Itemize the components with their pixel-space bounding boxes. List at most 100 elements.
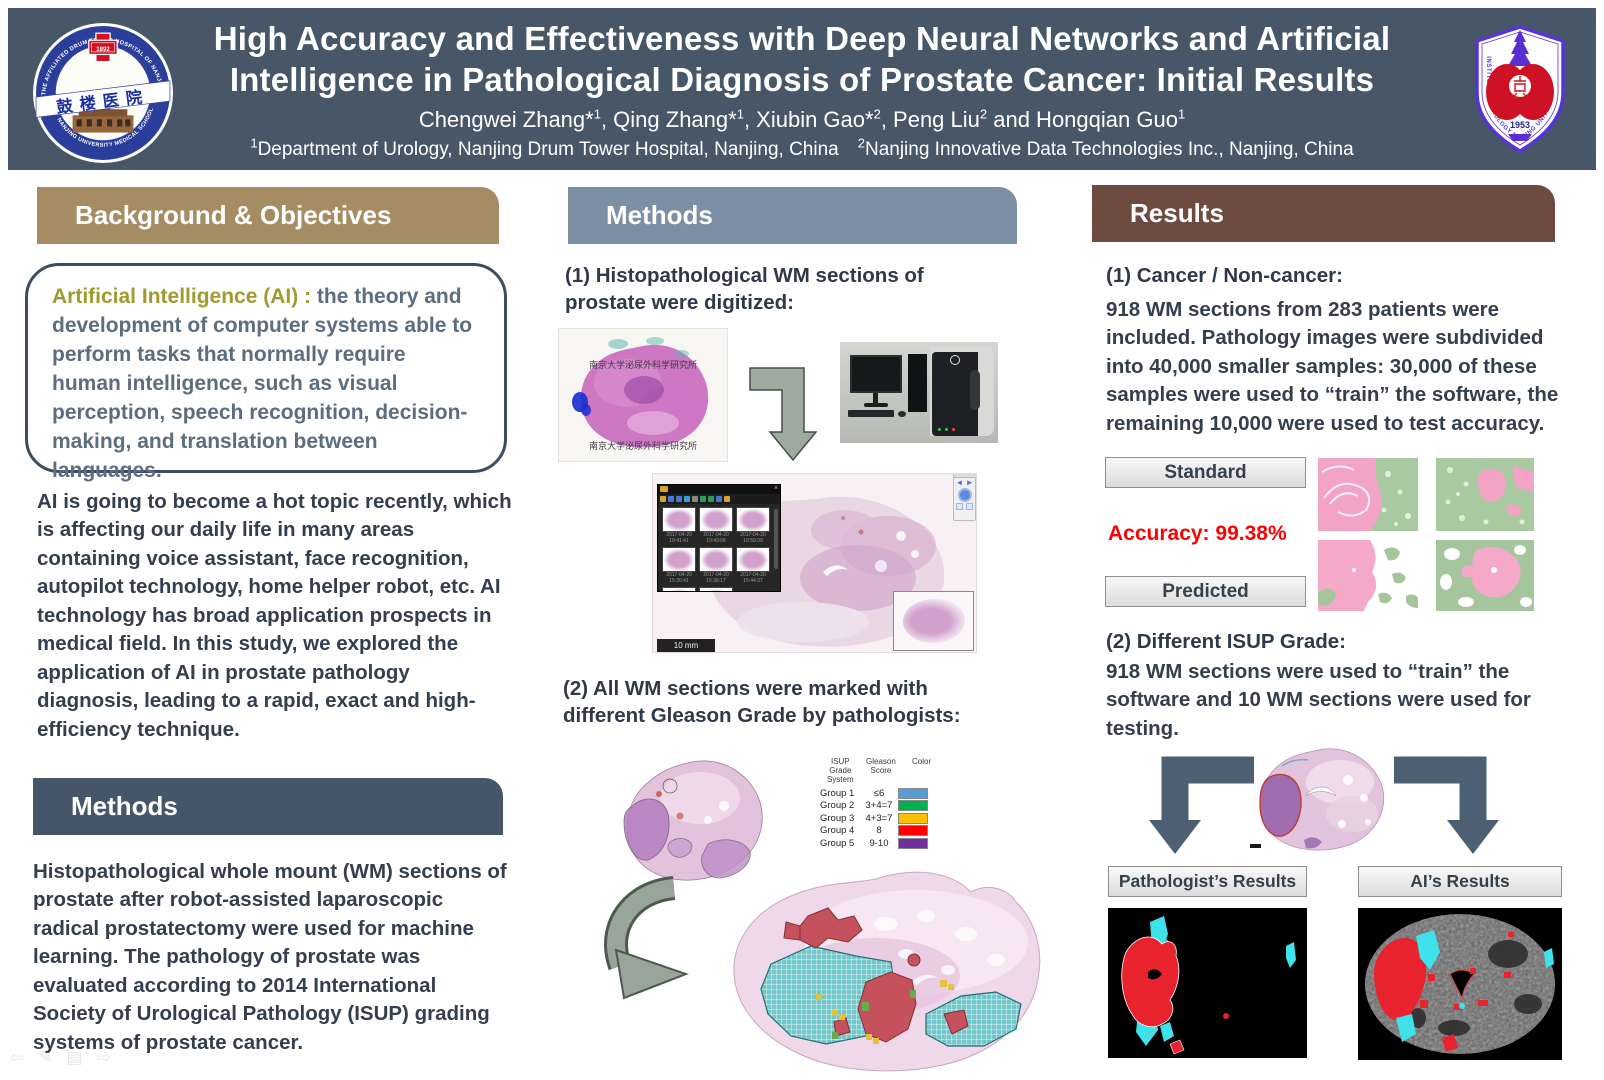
pan-arrows-icon: ◄ ►: [955, 478, 974, 487]
results-s2-title: (2) Different ISUP Grade:: [1106, 630, 1346, 653]
legend-header: Color: [912, 757, 932, 766]
ai-definition-text: the theory and development of computer s…: [52, 285, 473, 482]
logo-emblem-character: [1513, 76, 1527, 97]
affiliations-line: 1Department of Urology, Nanjing Drum Tow…: [250, 135, 1354, 160]
viewer-toolbar: [658, 494, 780, 504]
legend-color-swatch: [898, 800, 928, 812]
pen-tool-icon[interactable]: ✎: [38, 1048, 53, 1067]
standard-sample-image-2: [1436, 458, 1534, 531]
accuracy-value: Accuracy: 99.38%: [1108, 522, 1287, 545]
grid-view-icon: [700, 496, 706, 502]
ai-results-label: AI’s Results: [1358, 866, 1562, 897]
back-icon: [668, 496, 674, 502]
legend-row: Group 2 3+4=7: [820, 800, 942, 813]
section-header-methods: Methods: [568, 187, 1017, 244]
viewer-thumbnail: 2017-04-20 10:41:41: [662, 507, 696, 544]
fit-icon: [966, 503, 973, 510]
open-folder-icon: [724, 496, 730, 502]
logo-center-emblem: [1507, 73, 1533, 99]
marked-region-purple: [1259, 773, 1302, 837]
viewer-thumbnail: 2017-04-20 15:44:37: [736, 547, 770, 584]
drum-tower-hospital-logo-icon: THE AFFILIATED DRUM TOWER HOSPITAL OF NA…: [32, 22, 173, 163]
predicted-label: Predicted: [1105, 576, 1306, 607]
thumbnail-image: [736, 547, 770, 572]
panel-scrollbar: [774, 509, 778, 569]
slide-scanner-photo: [840, 342, 998, 443]
ai-results-image: [1358, 908, 1562, 1060]
gleason-region-green: [832, 990, 916, 1039]
thumbnail-image: [699, 587, 733, 591]
thumbnail-image: [736, 507, 770, 532]
viewer-thumbnail: [699, 587, 733, 591]
scale-bar-label: 10 mm: [657, 639, 715, 652]
isup-legend-rows: Group 1 ≤6 Group 2 3+4=7 Group 3 4+3=7 Group 4…: [820, 787, 942, 850]
section-title: Results: [1130, 198, 1224, 228]
home-icon: [660, 496, 666, 502]
institute-of-urology-logo-icon: INSTITUTE OF UROLOGY NANJING UNIVERSITY …: [1475, 25, 1565, 154]
thumbnail-image: [699, 547, 733, 572]
slide-label-bottom: 南京大学泌尿外科学研究所: [589, 440, 697, 451]
rotate-icon: [956, 503, 963, 510]
histology-slide-image: 南京大学泌尿外科学研究所 南京大学泌尿外科学研究所: [558, 328, 728, 462]
thumbnail-image: [699, 507, 733, 532]
logo-cross-year: 1892: [96, 46, 110, 53]
overview-inset: [893, 591, 974, 651]
standard-sample-image-1: [1318, 458, 1418, 531]
red-cross-icon: 1892: [88, 32, 118, 63]
legend-color-swatch: [898, 812, 928, 824]
results-s1-title: (1) Cancer / Non-cancer:: [1106, 264, 1343, 287]
legend-row: Group 1 ≤6: [820, 787, 942, 800]
predicted-sample-image-1: [1318, 540, 1418, 611]
list-view-icon: [708, 496, 714, 502]
bent-arrow-left-icon: [1149, 756, 1254, 854]
annotated-section-image: [623, 760, 763, 881]
poster-title-block: High Accuracy and Effectiveness with Dee…: [178, 18, 1426, 161]
previous-slide-icon[interactable]: ⇦: [10, 1048, 25, 1067]
section-title: Methods: [71, 791, 178, 821]
gleason-region-yellow: [816, 980, 954, 1044]
next-slide-icon[interactable]: ⇨: [96, 1048, 111, 1067]
logo-pine-tree: [1508, 30, 1532, 66]
gleason-annotated-image: [733, 871, 1041, 1072]
curved-arrow-icon: [604, 876, 689, 1000]
viewer-thumbnail: 2017-04-20 10:43:06: [699, 507, 733, 544]
section-header-background-objectives: Background & Objectives: [37, 187, 499, 244]
gleason-region-teal-right: [925, 991, 1022, 1047]
viewer-thumbnail: 2017-04-20 15:36:17: [699, 547, 733, 584]
section-header-results: Results: [1092, 185, 1555, 242]
pathologist-results-image: [1108, 908, 1307, 1058]
institute-year: 1953: [1510, 120, 1530, 130]
thumbnail-image: [662, 587, 696, 591]
logo-pedestal: [1508, 134, 1532, 141]
poster-header: THE AFFILIATED DRUM TOWER HOSPITAL OF NA…: [8, 8, 1596, 170]
methods-step1-text: (1) Histopathological WM sections of pro…: [565, 264, 924, 315]
scale-dash: [1250, 844, 1261, 848]
monitor-icon: [850, 355, 902, 393]
refresh-icon: [684, 496, 690, 502]
viewer-thumbnail: 2017-04-20 15:30:41: [662, 547, 696, 584]
methods-step2-text: (2) All WM sections were marked with dif…: [563, 677, 961, 728]
presenter-nav-toolbar: ⇦ ✎ ▤ ⇨: [10, 1048, 111, 1068]
background-paragraph: AI is going to become a hot topic recent…: [37, 490, 512, 741]
isup-legend: ISUP Grade System Gleason Score Color Grou…: [820, 757, 942, 850]
viewer-thumbnail-panel: × 2017-04-20 10:41:41 2017-04-20 10:43:06 20…: [657, 484, 781, 592]
poster-title-line2: Intelligence in Pathological Diagnosis o…: [229, 61, 1375, 98]
thumbnail-image: [662, 547, 696, 572]
sync-icon: [716, 496, 722, 502]
keyboard-icon: [848, 410, 894, 417]
results-s2-paragraph: 918 WM sections were used to “train” the…: [1106, 660, 1531, 740]
pathologist-results-label: Pathologist’s Results: [1108, 866, 1307, 897]
slide-label-top: 南京大学泌尿外科学研究所: [589, 359, 697, 370]
predicted-sample-image-2: [1436, 540, 1534, 611]
authors-line: Chengwei Zhang*1, Qing Zhang*1, Xiubin G…: [418, 106, 1186, 132]
slide-menu-icon[interactable]: ▤: [66, 1048, 83, 1067]
methods-left-paragraph: Histopathological whole mount (WM) secti…: [33, 860, 507, 1054]
tissue-mottling: [874, 910, 1005, 986]
legend-row: Group 5 9-10: [820, 837, 942, 850]
navigator-wheel-icon: [957, 488, 972, 502]
section-header-methods-left: Methods: [33, 778, 503, 835]
red-region: [1121, 936, 1180, 1028]
viewer-thumbnail-grid: 2017-04-20 10:41:41 2017-04-20 10:43:06 2017…: [658, 504, 780, 591]
results-s1-paragraph: 918 WM sections from 283 patients were i…: [1106, 298, 1559, 435]
